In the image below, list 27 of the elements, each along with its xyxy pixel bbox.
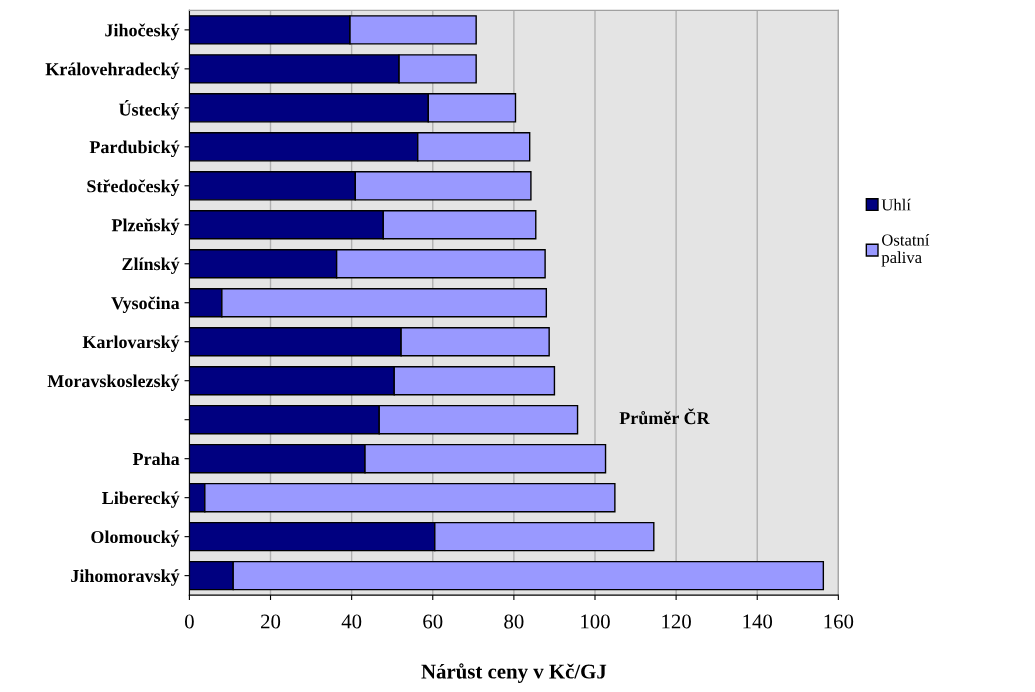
y-tick-label: Královehradecký	[45, 62, 180, 80]
y-tick-label: Vysočina	[111, 296, 180, 314]
legend-label: Uhlí	[881, 198, 911, 211]
annotation: Průměr ČR	[619, 408, 710, 425]
x-tick-label: 60	[423, 614, 443, 629]
y-tick-label: Ústecký	[118, 100, 180, 120]
x-tick-label: 40	[341, 614, 362, 629]
x-tick-label: 140	[743, 614, 773, 629]
y-tick-label: Liberecký	[102, 491, 180, 508]
y-tick-label: Moravskoslezský	[47, 374, 180, 391]
y-tick-label: Karlovarský	[82, 335, 180, 352]
x-tick-label: 80	[504, 614, 524, 629]
x-tick-label: 0	[184, 614, 194, 629]
y-tick-label: Zlínský	[122, 257, 180, 274]
y-tick-label: Pardubický	[89, 140, 180, 157]
y-tick-label: Jihočeský	[105, 23, 180, 41]
y-tick-label: Olomoucký	[91, 530, 180, 547]
y-tick-label: Praha	[132, 452, 180, 466]
x-tick-label: 160	[824, 614, 854, 629]
x-tick-label: 120	[662, 614, 691, 629]
x-axis-title: Nárůst ceny v Kč/GJ	[421, 663, 607, 683]
x-tick-label: 20	[261, 614, 281, 629]
legend-label: Ostatní paliva	[881, 233, 930, 267]
y-tick-label: Jihomoravský	[71, 569, 180, 586]
y-tick-label: Středočeský	[87, 179, 180, 197]
x-tick-label: 100	[581, 614, 610, 629]
y-tick-label: Plzeňský	[111, 218, 180, 236]
